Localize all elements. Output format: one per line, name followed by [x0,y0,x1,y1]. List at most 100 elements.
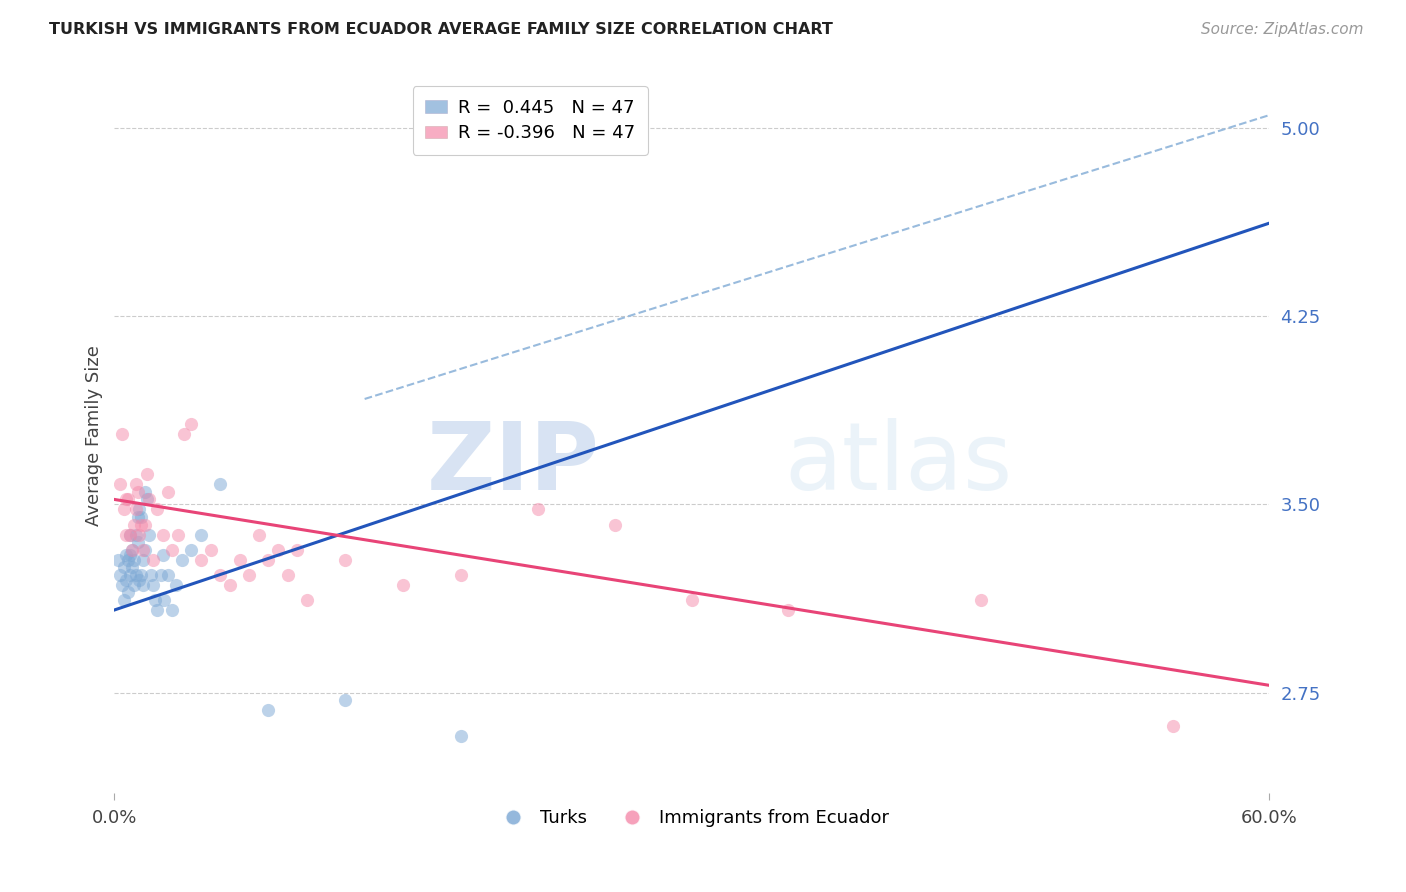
Point [160,542,183,557]
Point [603,517,626,532]
Point [127,535,149,549]
Point [131,510,153,524]
Point [131,567,153,582]
Point [157,567,180,582]
Point [200,542,222,557]
Point [1161,718,1184,732]
Point [117,585,139,599]
Point [160,603,183,617]
Point [115,548,138,562]
Point [153,593,176,607]
Point [335,553,357,567]
Legend: Turks, Immigrants from Ecuador: Turks, Immigrants from Ecuador [488,802,896,834]
Point [152,527,174,541]
Point [190,553,212,567]
Point [121,560,143,574]
Point [128,527,150,541]
Point [127,510,149,524]
Point [124,567,146,582]
Point [190,527,212,541]
Point [115,527,138,541]
Point [173,427,195,442]
Point [138,527,160,541]
Point [124,527,146,541]
Point [127,484,149,499]
Point [112,560,135,574]
Point [142,578,165,592]
Point [117,492,139,507]
Point [131,517,153,532]
Point [149,567,172,582]
Point [118,548,141,562]
Text: ZIP: ZIP [426,418,599,510]
Point [143,593,166,607]
Point [142,553,165,567]
Point [124,502,146,516]
Point [117,553,139,567]
Point [228,553,250,567]
Point [167,527,190,541]
Point [778,603,800,617]
Point [165,578,187,592]
Point [111,427,134,442]
Point [180,417,202,431]
Point [527,502,550,516]
Point [145,502,167,516]
Point [257,703,280,717]
Point [132,553,155,567]
Point [247,527,270,541]
Point [108,567,131,582]
Point [128,502,150,516]
Point [136,467,159,482]
Point [132,542,155,557]
Point [124,477,146,491]
Point [335,693,357,707]
Point [132,578,155,592]
Point [238,567,260,582]
Point [115,573,138,587]
Point [107,553,129,567]
Text: TURKISH VS IMMIGRANTS FROM ECUADOR AVERAGE FAMILY SIZE CORRELATION CHART: TURKISH VS IMMIGRANTS FROM ECUADOR AVERA… [49,22,834,37]
Point [111,578,134,592]
Point [295,593,318,607]
Point [267,542,290,557]
Point [450,729,472,743]
Point [128,573,150,587]
Point [209,567,232,582]
Point [118,527,141,541]
Point [134,517,156,532]
Point [122,553,145,567]
Point [134,542,156,557]
Point [122,578,145,592]
Point [134,484,156,499]
Point [112,593,135,607]
Point [108,477,131,491]
Y-axis label: Average Family Size: Average Family Size [86,345,103,525]
Point [118,567,141,582]
Point [121,542,143,557]
Point [122,517,145,532]
Point [136,492,159,507]
Point [138,492,160,507]
Text: atlas: atlas [785,418,1012,510]
Point [152,548,174,562]
Point [180,542,202,557]
Point [145,603,167,617]
Point [112,502,135,516]
Point [392,578,415,592]
Point [121,542,143,557]
Point [257,553,280,567]
Point [209,477,232,491]
Text: Source: ZipAtlas.com: Source: ZipAtlas.com [1201,22,1364,37]
Point [969,593,991,607]
Point [285,542,308,557]
Point [118,527,141,541]
Point [139,567,162,582]
Point [115,492,138,507]
Point [450,567,472,582]
Point [170,553,193,567]
Point [157,484,180,499]
Point [681,593,703,607]
Point [277,567,299,582]
Point [219,578,242,592]
